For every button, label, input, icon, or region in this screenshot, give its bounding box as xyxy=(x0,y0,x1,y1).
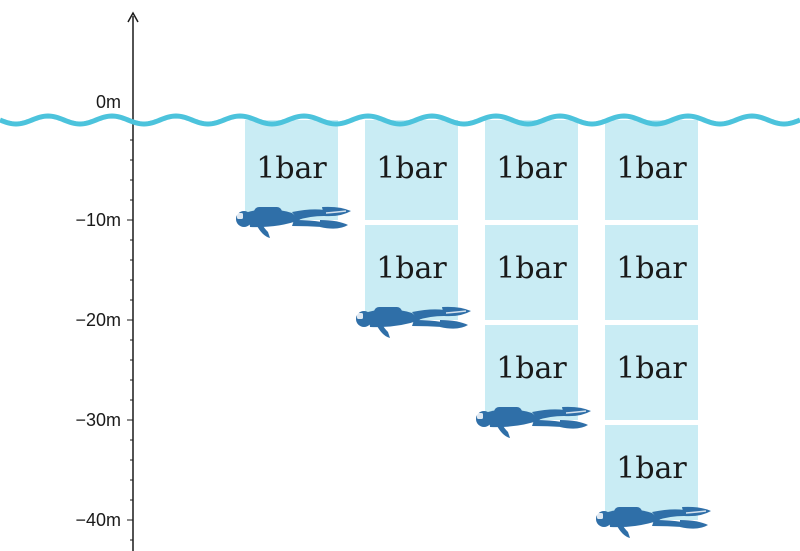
pressure-block xyxy=(485,225,578,320)
pressure-block xyxy=(485,120,578,220)
pressure-block-label: 1bar xyxy=(616,151,687,186)
pressure-block-label: 1bar xyxy=(496,251,567,286)
pressure-column-diver-40m: 1bar 1bar 1bar 1bar xyxy=(605,120,698,520)
pressure-block-label: 1bar xyxy=(256,151,327,186)
pressure-block xyxy=(605,225,698,320)
pressure-block xyxy=(245,120,338,220)
pressure-block xyxy=(365,120,458,220)
pressure-column-diver-10m: 1bar xyxy=(245,120,338,220)
diver-icon xyxy=(356,306,471,338)
pressure-block-label: 1bar xyxy=(376,151,447,186)
pressure-block xyxy=(365,225,458,320)
depth-label: −30m xyxy=(75,410,121,430)
axis-arrow-icon xyxy=(127,11,139,23)
pressure-block-label: 1bar xyxy=(496,351,567,386)
divers xyxy=(236,206,711,538)
depth-label: −40m xyxy=(75,510,121,530)
pressure-column-diver-20m: 1bar 1bar xyxy=(365,120,458,320)
pressure-block-label: 1bar xyxy=(616,251,687,286)
pressure-block xyxy=(605,425,698,520)
pressure-block xyxy=(485,325,578,420)
pressure-column-diver-30m: 1bar 1bar 1bar xyxy=(485,120,578,420)
depth-label: −10m xyxy=(75,210,121,230)
pressure-block-label: 1bar xyxy=(616,351,687,386)
depth-axis xyxy=(127,11,139,551)
diver-icon xyxy=(476,406,591,438)
depth-label: −20m xyxy=(75,310,121,330)
pressure-block-label: 1bar xyxy=(376,251,447,286)
diver-icon xyxy=(236,206,351,238)
diver-icon xyxy=(596,506,711,538)
water-surface-wave xyxy=(0,113,800,127)
pressure-block-label: 1bar xyxy=(496,151,567,186)
pressure-block xyxy=(605,120,698,220)
depth-ticks: 0m −10m −20m −30m −40m xyxy=(75,92,133,541)
pressure-blocks: 1bar 1bar 1bar 1bar 1bar 1bar 1bar 1bar 1bar 1bar xyxy=(245,120,698,520)
pressure-block xyxy=(605,325,698,420)
depth-label: 0m xyxy=(96,92,121,112)
pressure-block-label: 1bar xyxy=(616,451,687,486)
